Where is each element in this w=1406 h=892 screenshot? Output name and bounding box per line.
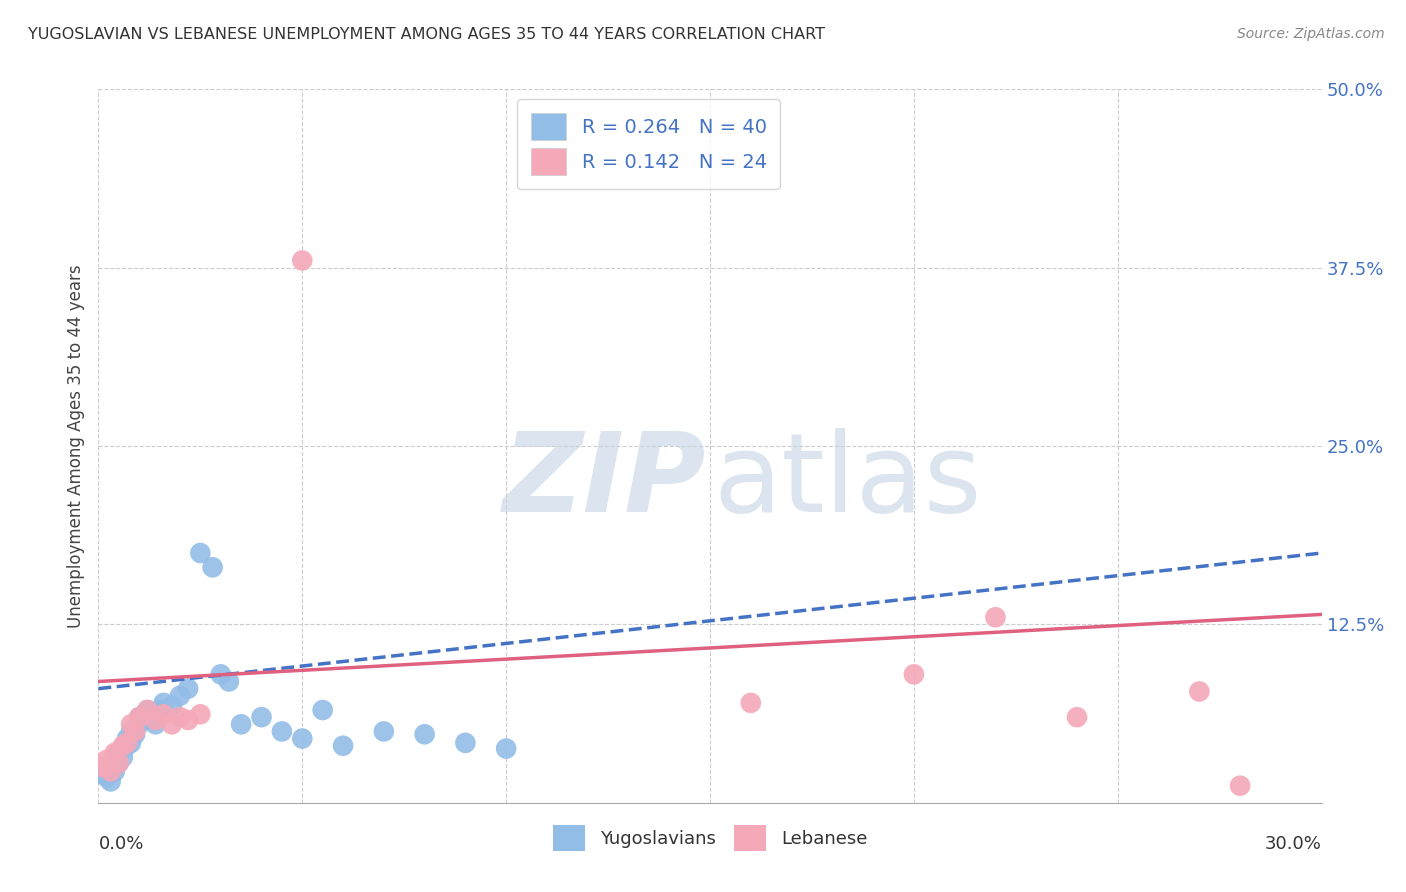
- Point: [111, 750, 134, 764]
- Point: [91, 767, 114, 781]
- Point: [373, 724, 395, 739]
- Point: [495, 741, 517, 756]
- Point: [291, 731, 314, 746]
- Point: [413, 727, 436, 741]
- Point: [160, 717, 183, 731]
- Point: [108, 756, 131, 770]
- Text: atlas: atlas: [714, 428, 983, 535]
- Point: [169, 689, 191, 703]
- Y-axis label: Unemployment Among Ages 35 to 44 years: Unemployment Among Ages 35 to 44 years: [66, 264, 84, 628]
- Point: [115, 731, 138, 746]
- Text: 0.0%: 0.0%: [98, 835, 143, 853]
- Point: [903, 667, 925, 681]
- Point: [149, 703, 172, 717]
- Point: [108, 756, 131, 770]
- Point: [218, 674, 240, 689]
- Point: [111, 741, 134, 756]
- Point: [145, 713, 167, 727]
- Text: ZIP: ZIP: [503, 428, 706, 535]
- Point: [291, 253, 314, 268]
- Point: [1229, 779, 1251, 793]
- Point: [160, 698, 183, 713]
- Point: [332, 739, 354, 753]
- Point: [120, 724, 142, 739]
- Point: [136, 703, 159, 717]
- Point: [128, 717, 150, 731]
- Point: [108, 746, 131, 760]
- Point: [96, 770, 118, 784]
- Point: [984, 610, 1007, 624]
- Point: [141, 707, 163, 722]
- Point: [128, 710, 150, 724]
- Point: [1066, 710, 1088, 724]
- Text: YUGOSLAVIAN VS LEBANESE UNEMPLOYMENT AMONG AGES 35 TO 44 YEARS CORRELATION CHART: YUGOSLAVIAN VS LEBANESE UNEMPLOYMENT AMO…: [28, 27, 825, 42]
- Point: [120, 717, 142, 731]
- Point: [100, 760, 122, 774]
- Point: [128, 710, 150, 724]
- Point: [152, 696, 174, 710]
- Point: [1188, 684, 1211, 698]
- Point: [231, 717, 253, 731]
- Point: [312, 703, 335, 717]
- Point: [136, 703, 159, 717]
- Point: [177, 681, 200, 696]
- Point: [104, 746, 127, 760]
- Point: [104, 764, 127, 779]
- Legend: Yugoslavians, Lebanese: Yugoslavians, Lebanese: [546, 818, 875, 858]
- Point: [250, 710, 273, 724]
- Text: Source: ZipAtlas.com: Source: ZipAtlas.com: [1237, 27, 1385, 41]
- Point: [100, 764, 122, 779]
- Point: [111, 739, 134, 753]
- Point: [120, 736, 142, 750]
- Point: [169, 710, 191, 724]
- Point: [100, 774, 122, 789]
- Point: [96, 753, 118, 767]
- Point: [270, 724, 294, 739]
- Point: [188, 546, 212, 560]
- Point: [124, 724, 146, 739]
- Point: [740, 696, 762, 710]
- Point: [104, 753, 127, 767]
- Point: [188, 707, 212, 722]
- Point: [454, 736, 477, 750]
- Point: [145, 717, 167, 731]
- Point: [177, 713, 200, 727]
- Point: [124, 727, 146, 741]
- Point: [115, 736, 138, 750]
- Text: 30.0%: 30.0%: [1265, 835, 1322, 853]
- Point: [115, 739, 138, 753]
- Point: [91, 760, 114, 774]
- Point: [209, 667, 232, 681]
- Point: [152, 707, 174, 722]
- Point: [132, 713, 155, 727]
- Point: [201, 560, 224, 574]
